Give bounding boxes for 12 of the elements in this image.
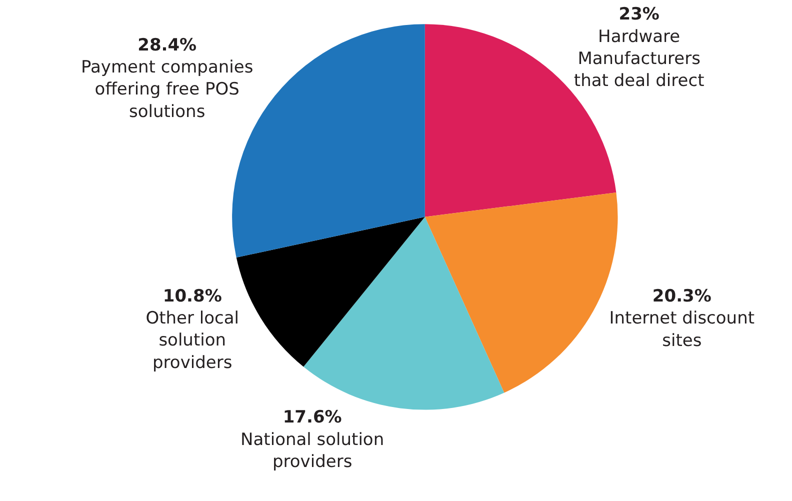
data-label: 10.8% (162, 286, 222, 307)
data-label: 17.6% (282, 408, 342, 428)
slice-label: Hardware Manufacturers that deal direct (574, 26, 705, 92)
data-label: 20.3% (652, 286, 712, 307)
slice-label: Payment companies offering free POS solutions (81, 58, 254, 122)
pie-slice (236, 216, 425, 367)
data-label: 23% (618, 4, 660, 25)
data-label: 28.4% (138, 36, 197, 56)
pie-slice (303, 216, 504, 410)
slice-label: Other local solution providers (146, 308, 240, 373)
slice-label: Internet discount sites (609, 308, 755, 351)
slice-label: National solution providers (240, 430, 384, 472)
